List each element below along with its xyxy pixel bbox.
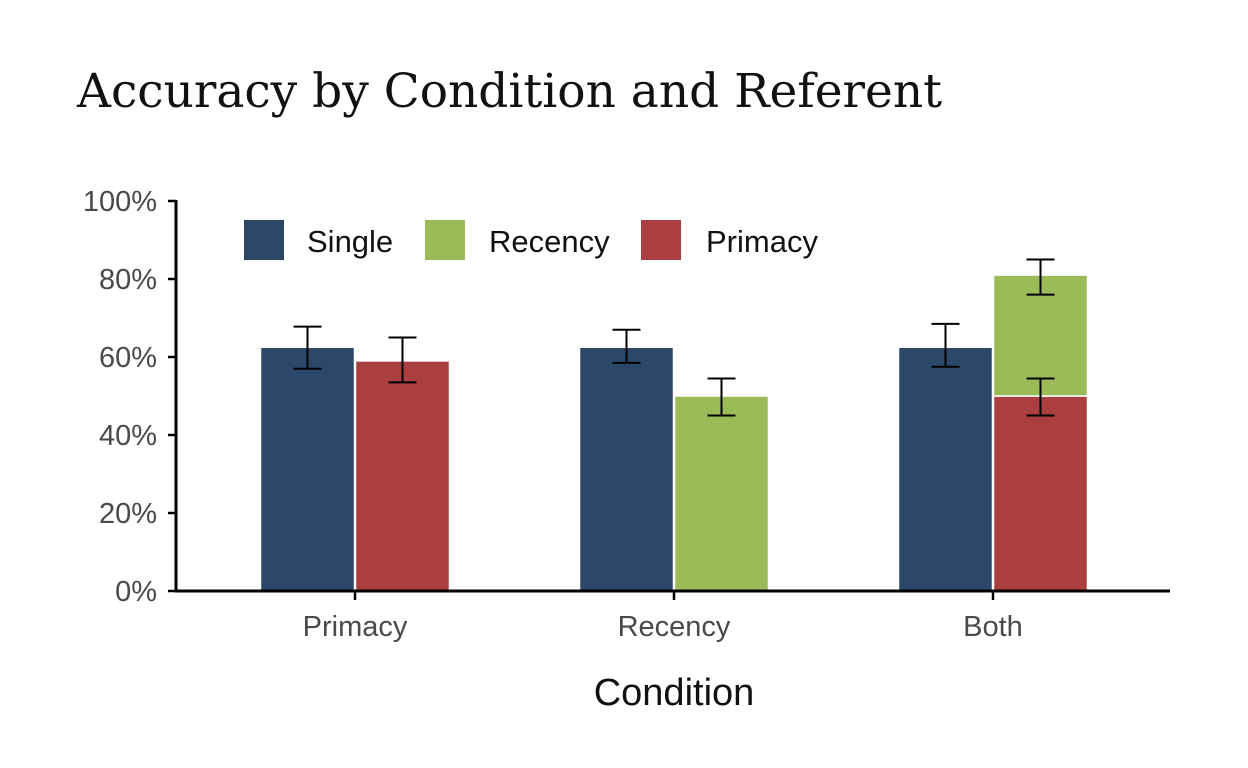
error-bar-both-primacy bbox=[1026, 377, 1055, 417]
error-bar-recency-single bbox=[612, 328, 641, 364]
y-tick-label: 80% bbox=[99, 264, 157, 296]
error-bar-primacy-primacy bbox=[388, 336, 417, 384]
error-bar-primacy-single bbox=[293, 325, 322, 370]
legend-item-recency: Recency bbox=[425, 220, 610, 260]
legend: Single Recency Primacy bbox=[244, 220, 818, 260]
x-tick-label-both: Both bbox=[963, 611, 1023, 643]
bars-layer bbox=[259, 274, 1089, 592]
x-tick-label-primacy: Primacy bbox=[303, 611, 408, 643]
bar-primacy-single bbox=[259, 346, 356, 592]
y-tick-label: 60% bbox=[99, 342, 157, 374]
legend-label: Primacy bbox=[706, 224, 818, 259]
legend-swatch bbox=[641, 220, 681, 260]
bar-recency-single bbox=[578, 346, 675, 592]
y-tick-label: 0% bbox=[115, 576, 157, 608]
bar-both-primacy bbox=[992, 395, 1089, 592]
bar-both-single bbox=[897, 346, 994, 592]
x-tick-label-recency: Recency bbox=[618, 611, 731, 643]
bar-recency-recency bbox=[673, 395, 770, 592]
bar-primacy-primacy bbox=[354, 360, 451, 592]
error-bar-recency-recency bbox=[707, 377, 736, 417]
error-bar-both-single bbox=[931, 322, 960, 368]
errorbars-layer bbox=[293, 258, 1055, 417]
x-axis-title: Condition bbox=[594, 672, 755, 714]
error-bar-both-recency bbox=[1026, 258, 1055, 296]
legend-swatch bbox=[244, 220, 284, 260]
y-tick-label: 40% bbox=[99, 420, 157, 452]
y-tick-label: 20% bbox=[99, 498, 157, 530]
chart-title: Accuracy by Condition and Referent bbox=[77, 64, 942, 119]
y-tick-label: 100% bbox=[83, 186, 157, 218]
legend-item-primacy: Primacy bbox=[641, 220, 818, 260]
legend-swatch bbox=[425, 220, 465, 260]
legend-label: Recency bbox=[489, 224, 610, 259]
legend-item-single: Single bbox=[244, 220, 393, 260]
legend-label: Single bbox=[307, 224, 393, 259]
axes-layer: 0% 20% 40% 60% 80% 100% Primacy Recency Both bbox=[83, 186, 1170, 643]
